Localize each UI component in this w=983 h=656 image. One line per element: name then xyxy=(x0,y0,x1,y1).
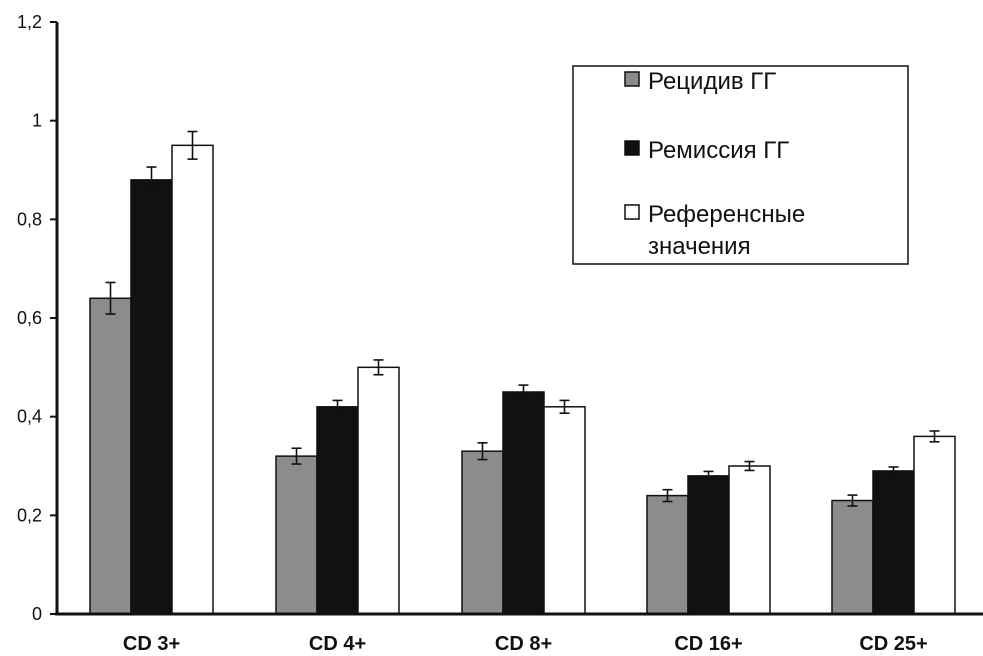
y-tick-label: 0,6 xyxy=(17,308,42,328)
error-bar-remission-cd16 xyxy=(703,470,714,482)
bar-remission-cd3 xyxy=(130,179,173,615)
error-bar-remission-cd3 xyxy=(146,166,157,194)
legend-label-reference-line-1: Референсные xyxy=(648,201,805,228)
error-bar-remission-cd25 xyxy=(888,466,899,476)
x-tick-label-cd3: CD 3+ xyxy=(123,633,180,655)
error-bar-relapse-cd16 xyxy=(662,488,673,503)
x-tick-label-cd4: CD 4+ xyxy=(309,633,366,655)
error-bar-remission-cd4 xyxy=(332,399,343,415)
y-tick-label: 0,4 xyxy=(17,407,42,427)
error-bar-relapse-cd25 xyxy=(847,494,858,507)
bar-reference-cd8 xyxy=(543,406,586,615)
bar-reference-cd3 xyxy=(171,144,214,615)
error-bars-layer xyxy=(105,130,940,507)
bar-relapse-cd16 xyxy=(646,494,689,615)
legend-label-remission: Ремиссия ГГ xyxy=(648,137,789,164)
error-bar-reference-cd4 xyxy=(373,359,384,376)
y-tick-label: 1 xyxy=(32,111,42,131)
error-bar-reference-cd8 xyxy=(559,399,570,415)
error-bar-relapse-cd3 xyxy=(105,281,116,315)
error-bar-remission-cd8 xyxy=(518,384,529,400)
bar-relapse-cd25 xyxy=(831,499,874,615)
x-tick-label-cd8: CD 8+ xyxy=(495,633,552,655)
x-labels-layer: CD 3+ CD 4+ CD 8+ CD 16+ CD 25+ xyxy=(123,633,928,655)
bar-remission-cd25 xyxy=(872,470,915,615)
y-ticks-layer: 0 0,2 0,4 0,6 0,8 1 1,2 xyxy=(17,12,57,624)
legend-swatch-relapse xyxy=(624,71,640,87)
y-tick-label: 0,2 xyxy=(17,505,42,525)
legend-label-reference-line-2: значения xyxy=(648,233,751,260)
error-bar-reference-cd3 xyxy=(187,130,198,160)
legend-label-relapse: Рецидив ГГ xyxy=(648,68,776,95)
error-bar-reference-cd16 xyxy=(744,460,755,472)
legend-box xyxy=(572,65,909,265)
y-tick-label: 0 xyxy=(32,604,42,624)
error-bar-reference-cd25 xyxy=(929,430,940,443)
bar-relapse-cd4 xyxy=(275,455,318,615)
bar-reference-cd16 xyxy=(728,465,771,615)
error-bar-relapse-cd4 xyxy=(291,447,302,465)
y-tick-label: 0,8 xyxy=(17,209,42,229)
error-bar-relapse-cd8 xyxy=(477,442,488,461)
legend: Рецидив ГГ Ремиссия ГГ Референсные значе… xyxy=(572,65,909,265)
bar-remission-cd8 xyxy=(502,391,545,615)
bar-remission-cd16 xyxy=(687,475,730,615)
bar-reference-cd25 xyxy=(913,435,956,615)
bar-remission-cd4 xyxy=(316,406,359,615)
y-tick-label: 1,2 xyxy=(17,12,42,32)
legend-swatch-reference xyxy=(624,204,640,220)
bar-relapse-cd3 xyxy=(89,297,132,615)
x-tick-label-cd16: CD 16+ xyxy=(674,633,742,655)
legend-swatch-remission xyxy=(624,140,640,156)
bar-relapse-cd8 xyxy=(461,450,504,615)
x-tick-label-cd25: CD 25+ xyxy=(859,633,927,655)
bar-reference-cd4 xyxy=(357,366,400,615)
